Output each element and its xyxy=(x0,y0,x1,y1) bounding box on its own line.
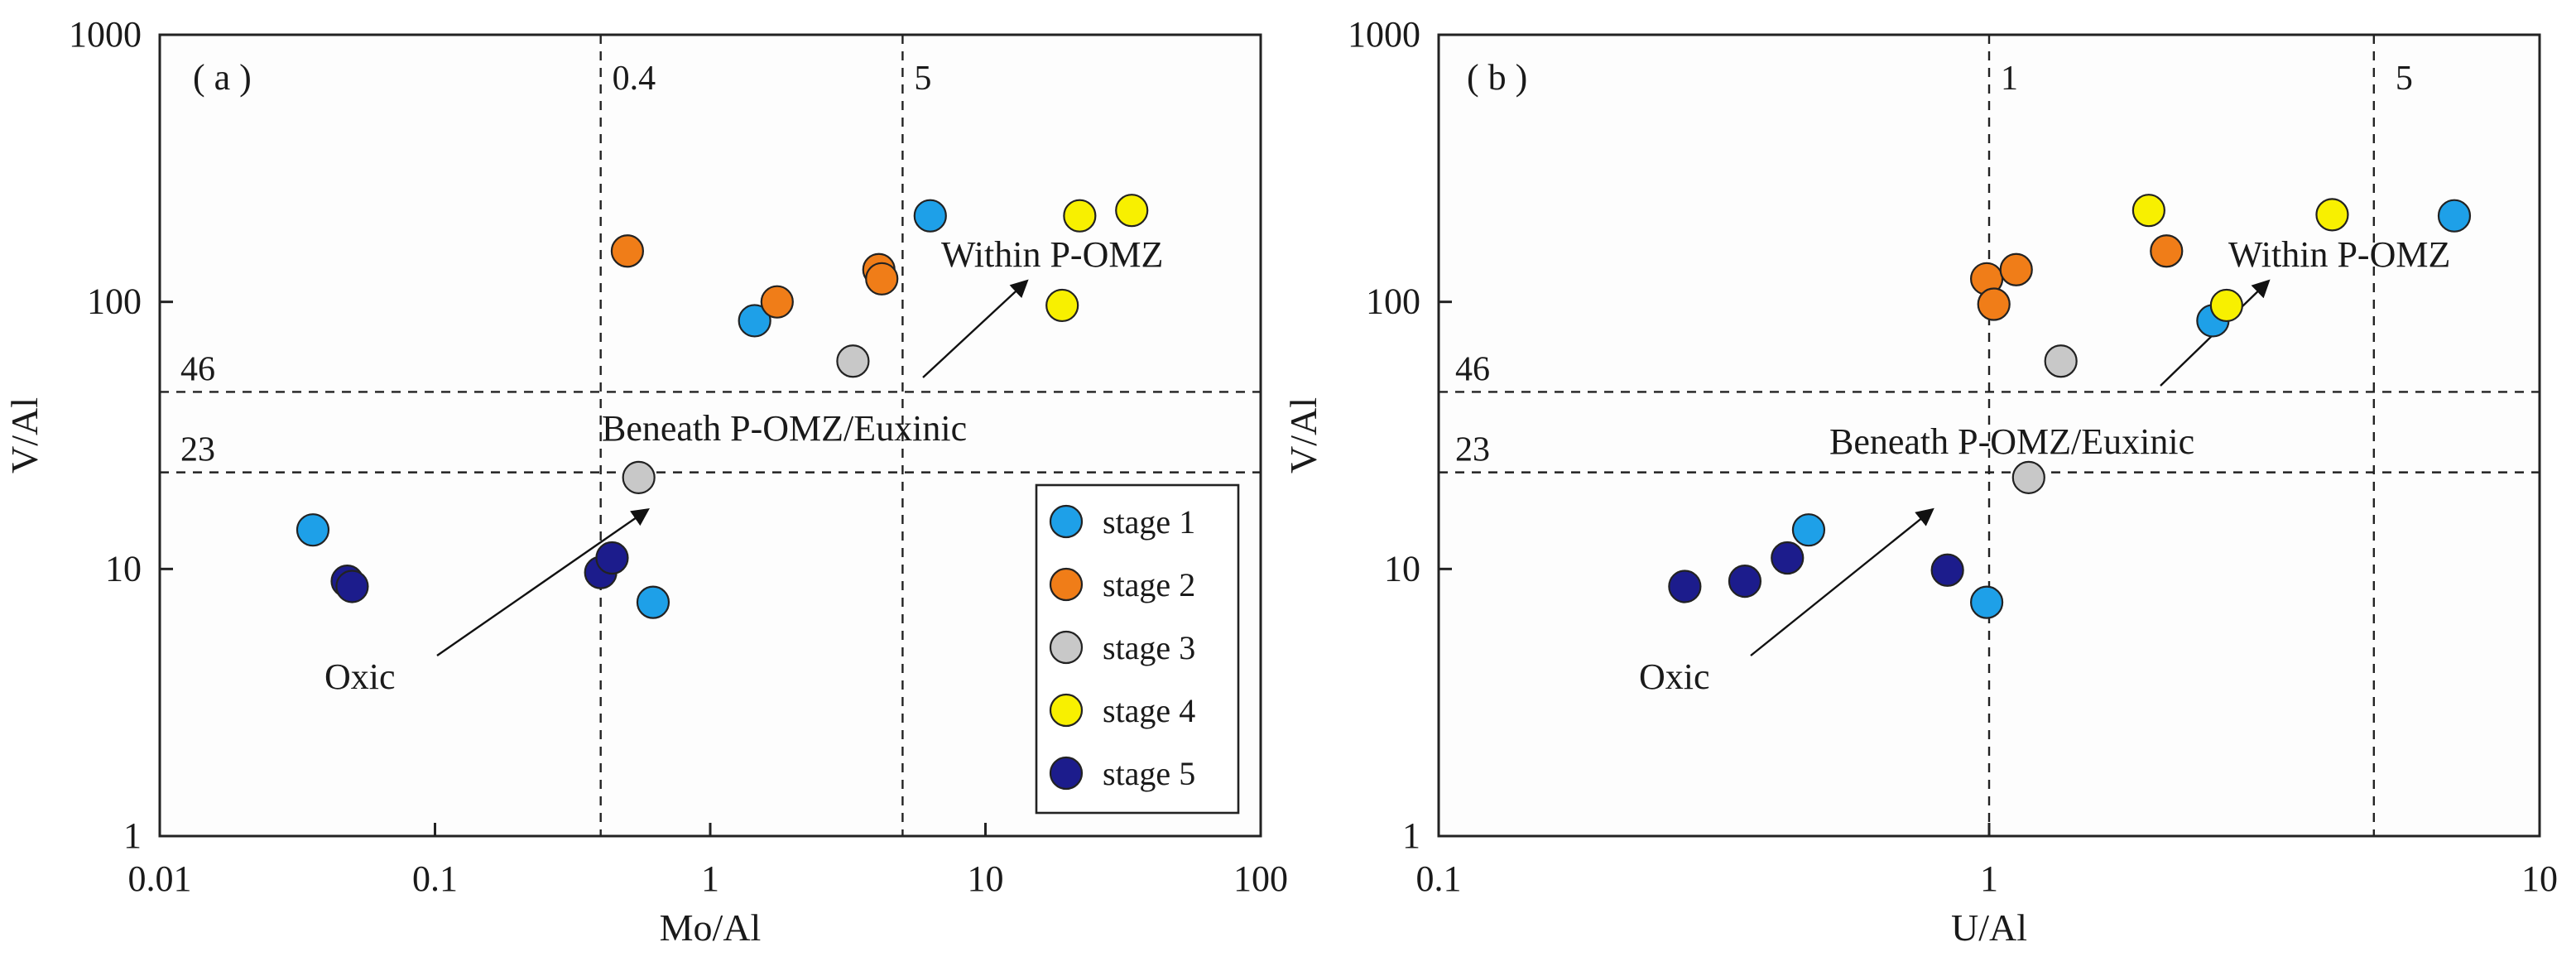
data-point-stage-2 xyxy=(610,234,645,268)
data-point-stage-4 xyxy=(1115,194,1149,228)
oxic-arrow xyxy=(1750,507,1934,656)
y-tick-label: 1000 xyxy=(1348,14,1420,55)
x-axis-label: U/Al xyxy=(1951,906,2027,949)
data-point-stage-2 xyxy=(760,285,794,319)
panel-a: 0.4 5 46 23 0.01 0.1 1 10 100 1 10 100 1000 Mo/Al V/Al… xyxy=(3,14,1288,949)
data-point-stage-2 xyxy=(1999,252,2033,286)
panel-label: ( b ) xyxy=(1467,57,1527,98)
data-point-stage-4 xyxy=(2131,194,2165,228)
data-point-stage-4 xyxy=(1063,199,1097,233)
data-point-stage-3 xyxy=(2011,460,2045,494)
data-point-stage-5 xyxy=(335,570,369,603)
y-tick-label: 100 xyxy=(1366,281,1420,322)
threshold-vline-label: 1 xyxy=(2001,60,2018,98)
legend-label: stage 5 xyxy=(1103,755,1195,792)
x-tick-label: 1 xyxy=(1980,858,1998,899)
x-tick-label: 10 xyxy=(2521,858,2558,899)
x-tick-label: 10 xyxy=(968,858,1004,899)
data-point-stage-1 xyxy=(2437,199,2472,233)
within-pomz-arrow xyxy=(922,279,1029,378)
oxic-arrow xyxy=(436,507,650,656)
data-point-stage-5 xyxy=(595,541,629,575)
threshold-hline-label: 46 xyxy=(1455,350,1490,388)
y-tick-label: 10 xyxy=(105,548,142,589)
legend: stage 1 stage 2 stage 3 stage 4 stage 5 xyxy=(1035,483,1240,815)
y-tick-label: 1 xyxy=(1402,815,1420,856)
data-point-stage-1 xyxy=(636,585,670,619)
data-points xyxy=(1668,194,2472,619)
legend-label: stage 2 xyxy=(1103,566,1195,603)
data-point-stage-1 xyxy=(913,199,947,233)
y-axis-label: V/Al xyxy=(3,397,46,473)
x-tick-label: 0.1 xyxy=(1416,858,1462,899)
y-tick-label: 10 xyxy=(1384,548,1420,589)
data-point-stage-1 xyxy=(296,513,330,547)
data-point-stage-5 xyxy=(1771,541,1805,575)
threshold-vline-label: 5 xyxy=(914,60,931,98)
y-tick-label: 1 xyxy=(123,815,142,856)
annotation-within-pomz: Within P-OMZ xyxy=(2228,234,2450,275)
data-point-stage-1 xyxy=(1969,585,2004,619)
y-tick-label: 1000 xyxy=(69,14,142,55)
threshold-hline-label: 23 xyxy=(180,431,215,469)
annotation-beneath-pomz: Beneath P-OMZ/Euxinic xyxy=(1829,421,2194,462)
y-tick-label: 100 xyxy=(87,281,142,322)
y-axis-label: V/Al xyxy=(1282,397,1324,473)
threshold-vline-label: 0.4 xyxy=(613,60,656,98)
x-tick-label: 0.01 xyxy=(128,858,192,899)
data-points xyxy=(296,194,1149,619)
legend-label: stage 1 xyxy=(1103,503,1195,541)
legend-marker xyxy=(1049,630,1084,665)
data-point-stage-2 xyxy=(2150,234,2184,268)
legend-marker xyxy=(1049,567,1084,602)
data-point-stage-4 xyxy=(2315,198,2349,232)
data-point-stage-3 xyxy=(836,344,870,378)
legend-label: stage 3 xyxy=(1103,629,1195,666)
annotation-beneath-pomz: Beneath P-OMZ/Euxinic xyxy=(602,408,967,449)
x-tick-label: 100 xyxy=(1233,858,1288,899)
data-point-stage-3 xyxy=(622,460,656,494)
panel-label: ( a ) xyxy=(193,57,252,98)
data-point-stage-5 xyxy=(1930,553,1964,587)
threshold-hline-label: 46 xyxy=(180,350,215,388)
data-point-stage-1 xyxy=(1791,513,1826,547)
x-axis-label: Mo/Al xyxy=(660,906,762,949)
data-point-stage-4 xyxy=(2209,288,2243,323)
data-point-stage-5 xyxy=(1668,570,1702,603)
annotation-oxic: Oxic xyxy=(1639,656,1710,697)
data-point-stage-1 xyxy=(738,304,771,338)
threshold-vline-label: 5 xyxy=(2396,60,2413,98)
data-point-stage-3 xyxy=(2044,344,2078,378)
data-point-stage-2 xyxy=(1977,287,2011,321)
x-tick-label: 1 xyxy=(701,858,719,899)
legend-label: stage 4 xyxy=(1103,692,1195,729)
legend-marker xyxy=(1049,756,1084,791)
legend-marker xyxy=(1049,693,1084,728)
annotation-oxic: Oxic xyxy=(324,656,396,697)
data-point-stage-5 xyxy=(1728,564,1762,598)
legend-marker xyxy=(1049,504,1084,539)
threshold-hline-label: 23 xyxy=(1455,431,1490,469)
annotation-within-pomz: Within P-OMZ xyxy=(941,234,1163,275)
data-point-stage-4 xyxy=(1045,288,1079,323)
x-tick-label: 0.1 xyxy=(412,858,458,899)
data-point-stage-2 xyxy=(865,262,899,296)
